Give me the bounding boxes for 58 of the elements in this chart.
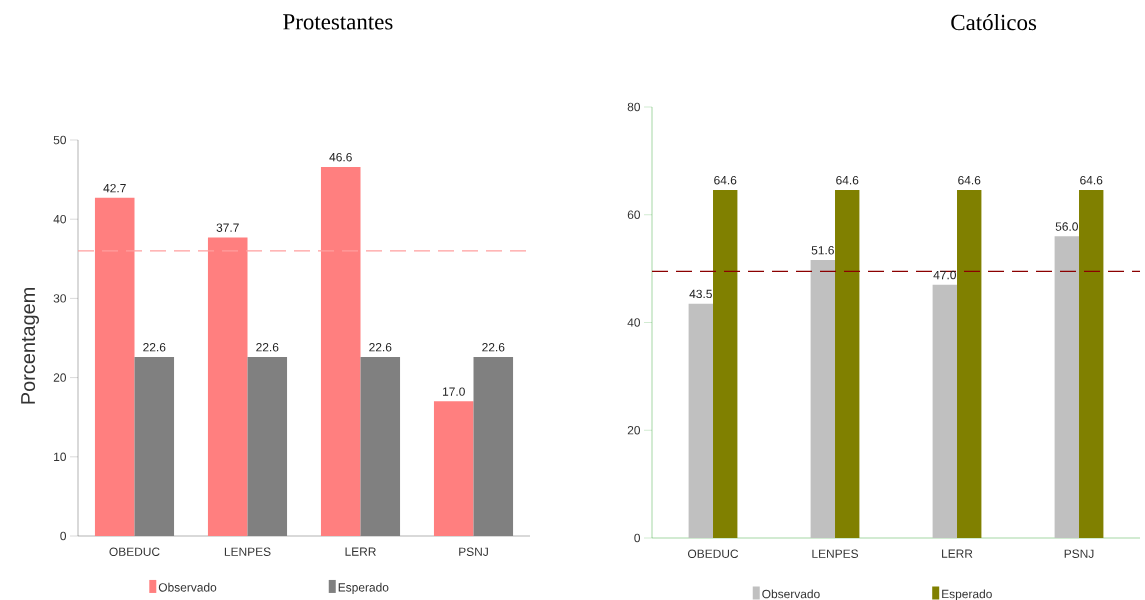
data-label: 64.6	[714, 175, 737, 185]
legend-label: Esperado	[942, 589, 992, 600]
bar	[473, 357, 514, 536]
y-tick-label: 40	[53, 214, 67, 224]
data-label: 17.0	[443, 387, 465, 396]
legend-label: Observado	[762, 589, 820, 599]
bar	[932, 284, 958, 538]
data-label: 22.6	[143, 343, 166, 352]
data-label: 43.5	[689, 289, 712, 299]
data-label: 64.6	[836, 175, 859, 185]
legend-label: Esperado	[338, 582, 389, 595]
y-tick-label: 0	[60, 531, 67, 541]
bar	[94, 197, 135, 536]
bar	[247, 357, 288, 536]
y-axis-title: Porcentagem	[21, 288, 40, 404]
data-label: 47.0	[933, 270, 956, 280]
bar	[134, 357, 175, 536]
bar	[1079, 189, 1104, 538]
bar	[360, 357, 401, 536]
data-label: 64.6	[958, 175, 981, 185]
bar	[713, 189, 738, 538]
bar	[688, 303, 714, 538]
x-tick-label: PSNJ	[1064, 549, 1094, 558]
data-label: 46.6	[329, 152, 352, 162]
y-tick-label: 20	[53, 373, 67, 382]
y-tick-label: 80	[627, 102, 641, 112]
data-label: 22.6	[369, 343, 392, 352]
chart-title: Protestantes	[283, 14, 393, 30]
legend-label: Observado	[158, 582, 217, 592]
bar	[810, 260, 836, 538]
bar	[433, 401, 474, 536]
y-tick-label: 30	[53, 294, 67, 303]
data-label: 51.6	[811, 246, 834, 255]
data-label: 22.6	[256, 343, 279, 352]
y-tick-label: 60	[627, 210, 641, 219]
bar	[320, 166, 361, 536]
y-tick-label: 0	[634, 533, 641, 543]
y-tick-label: 50	[53, 135, 67, 145]
x-tick-label: LERR	[345, 547, 376, 556]
bar	[957, 189, 982, 538]
y-tick-label: 40	[627, 318, 641, 327]
data-label: 42.7	[103, 183, 126, 193]
data-label: 56.0	[1055, 222, 1078, 231]
bar	[835, 189, 860, 538]
data-label: 37.7	[216, 223, 239, 232]
bar	[1054, 236, 1080, 538]
x-tick-label: OBEDUC	[688, 549, 739, 558]
x-tick-label: OBEDUC	[109, 547, 160, 556]
x-tick-label: LENPES	[812, 549, 859, 558]
chart-title: Católicos	[951, 14, 1037, 31]
data-label: 22.6	[482, 343, 505, 352]
x-tick-label: PSNJ	[459, 547, 488, 556]
data-label: 64.6	[1080, 175, 1103, 185]
x-tick-label: LERR	[942, 549, 973, 558]
y-tick-label: 20	[627, 426, 641, 435]
y-tick-label: 10	[54, 452, 67, 462]
x-tick-label: LENPES	[224, 547, 271, 556]
bar	[207, 237, 248, 536]
